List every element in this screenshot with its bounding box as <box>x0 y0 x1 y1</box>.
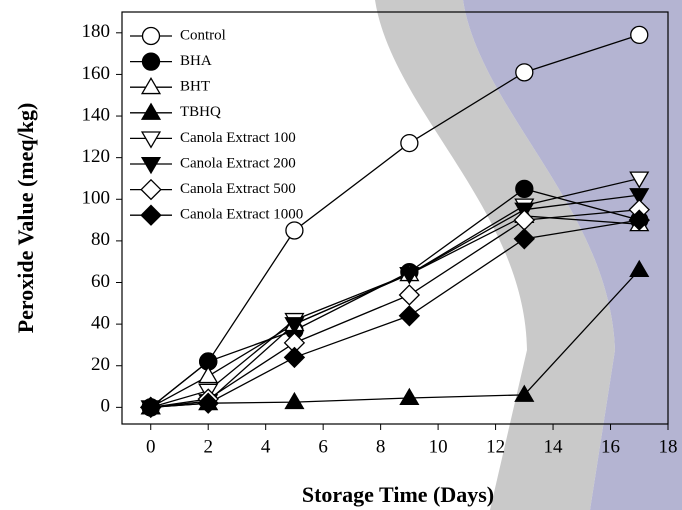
legend-marker <box>141 52 161 71</box>
series-line <box>150 177 640 408</box>
data-point <box>284 391 305 410</box>
legend-marker <box>140 204 162 226</box>
data-point <box>629 259 650 278</box>
data-point <box>399 267 420 285</box>
legend-marker <box>140 131 162 149</box>
y-tick-label: 100 <box>82 188 111 209</box>
legend-marker <box>140 178 162 201</box>
y-tick-label: 160 <box>82 63 111 84</box>
y-tick-label: 60 <box>91 271 110 292</box>
data-point <box>514 384 535 402</box>
series-line <box>150 188 640 408</box>
y-tick-label: 120 <box>82 146 111 167</box>
x-tick-label: 2 <box>203 436 213 457</box>
legend-marker <box>140 102 162 120</box>
data-point <box>398 305 421 327</box>
data-point <box>629 171 650 189</box>
y-tick-label: 40 <box>91 312 110 333</box>
legend-label: TBHQ <box>180 104 221 120</box>
legend-marker <box>141 26 161 46</box>
data-point <box>284 317 305 335</box>
data-point <box>515 179 534 199</box>
legend-label: Canola Extract 500 <box>180 181 296 197</box>
x-tick-label: 10 <box>429 436 448 457</box>
data-point <box>140 396 162 419</box>
legend-label: Canola Extract 100 <box>180 130 296 146</box>
y-tick-label: 0 <box>101 396 111 417</box>
data-point <box>628 209 650 231</box>
x-tick-label: 12 <box>486 436 505 457</box>
y-tick-label: 80 <box>91 229 110 250</box>
y-axis-label: Peroxide Value (meq/kg) <box>13 103 38 334</box>
x-tick-label: 14 <box>544 436 564 457</box>
data-point <box>198 365 219 384</box>
x-tick-label: 16 <box>601 436 620 457</box>
data-point <box>629 188 650 206</box>
data-point <box>400 133 419 153</box>
legend-label: Canola Extract 1000 <box>180 207 303 223</box>
x-tick-label: 6 <box>318 436 328 457</box>
x-tick-label: 4 <box>261 436 271 457</box>
data-point <box>513 228 536 250</box>
data-point <box>285 221 304 240</box>
y-tick-label: 20 <box>91 354 110 375</box>
plot-frame <box>121 11 669 425</box>
legend-label: Canola Extract 200 <box>180 155 296 171</box>
data-point <box>197 392 219 414</box>
data-point <box>399 387 420 406</box>
x-tick-label: 8 <box>376 436 386 457</box>
data-point <box>515 63 534 82</box>
data-point <box>630 25 649 45</box>
x-axis-label: Storage Time (Days) <box>302 482 494 507</box>
legend-label: BHT <box>180 79 210 95</box>
data-point <box>283 346 306 369</box>
x-tick-label: 18 <box>659 436 678 457</box>
y-tick-label: 140 <box>82 104 111 125</box>
background-area <box>463 0 682 510</box>
legend-marker <box>140 156 162 175</box>
y-tick-label: 180 <box>82 21 111 42</box>
series-line <box>150 209 640 408</box>
data-point <box>398 284 421 306</box>
legend-label: BHA <box>180 53 212 69</box>
legend-label: Control <box>180 27 226 43</box>
x-tick-label: 0 <box>146 436 156 457</box>
legend-marker <box>140 76 162 95</box>
